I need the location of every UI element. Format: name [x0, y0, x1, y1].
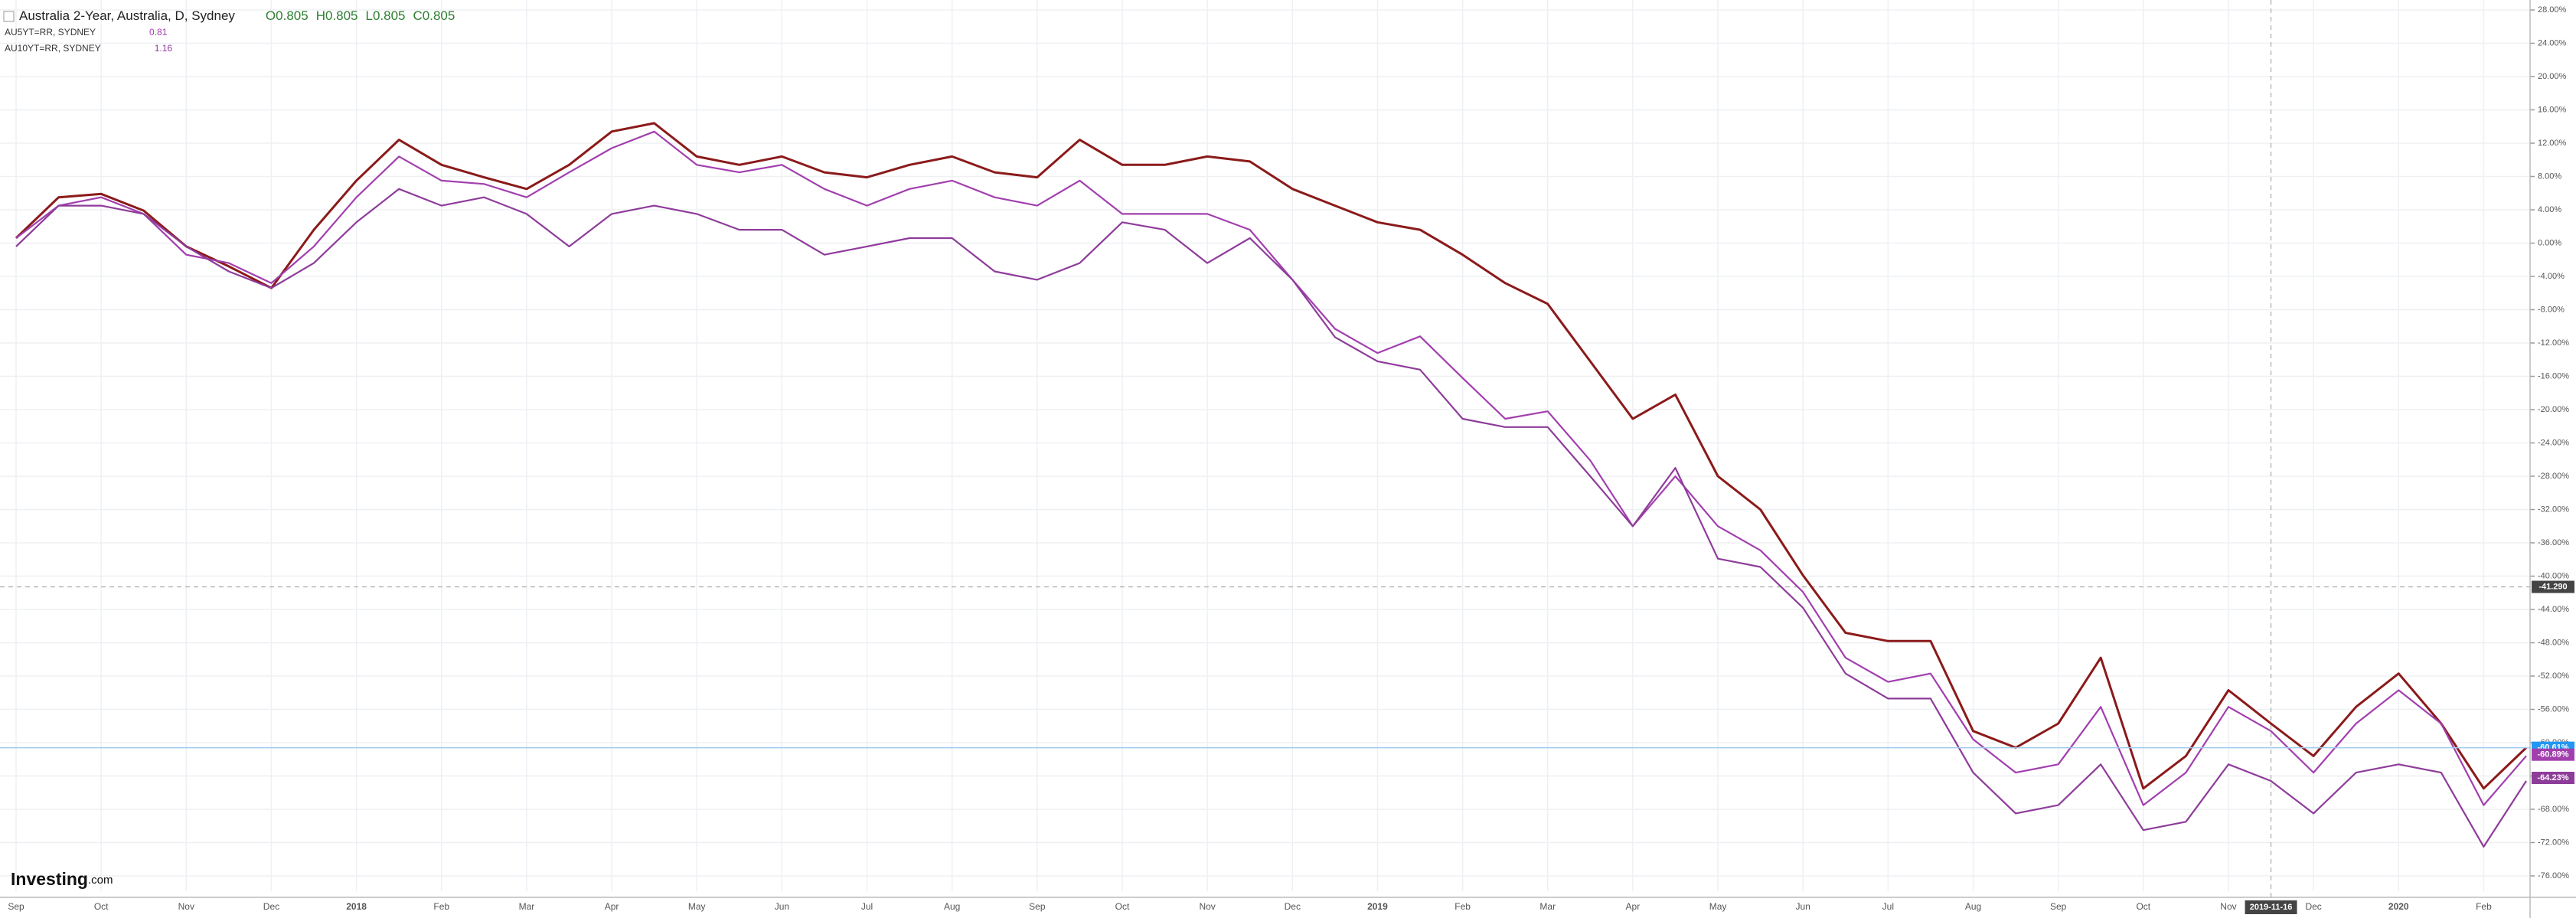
- y-tick-label: -12.00%: [2538, 338, 2569, 348]
- x-tick-label: Oct: [94, 901, 109, 912]
- x-tick-label: Aug: [1965, 901, 1981, 912]
- y-tick-label: -72.00%: [2538, 838, 2569, 847]
- x-tick-label: Dec: [2305, 901, 2321, 912]
- y-tick-label: 16.00%: [2538, 105, 2567, 114]
- x-tick-label: 2018: [346, 901, 367, 912]
- x-tick-label: 2020: [2388, 901, 2409, 912]
- y-tick-label: -52.00%: [2538, 671, 2569, 681]
- ohlc-value: H0.805: [316, 8, 358, 23]
- x-tick-label: Nov: [178, 901, 194, 912]
- crosshair-badge: [2532, 580, 2574, 593]
- y-tick-label: 0.00%: [2538, 238, 2561, 247]
- y-tick-label: -36.00%: [2538, 538, 2569, 547]
- x-tick-label: Nov: [2220, 901, 2236, 912]
- y-tick-label: -44.00%: [2538, 605, 2569, 614]
- y-tick-label: -40.00%: [2538, 571, 2569, 580]
- y-tick-label: 20.00%: [2538, 72, 2567, 81]
- series-line: [15, 188, 2527, 848]
- y-tick-label: 28.00%: [2538, 5, 2567, 15]
- y-tick-label: -20.00%: [2538, 405, 2569, 414]
- brand-name: Investing: [11, 869, 88, 889]
- collapse-icon: [3, 11, 15, 22]
- x-tick-label: Oct: [1115, 901, 1130, 912]
- price-label: -60.89%: [2538, 750, 2569, 760]
- brand-logo: Investing.com: [11, 869, 113, 889]
- x-tick-label: Apr: [1626, 901, 1641, 912]
- y-tick-label: -56.00%: [2538, 704, 2569, 714]
- x-tick-label: Feb: [433, 901, 449, 912]
- y-tick-label: -48.00%: [2538, 638, 2569, 647]
- chart-title: Australia 2-Year, Australia, D, Sydney O0…: [19, 8, 455, 23]
- crosshair-value: -41.290: [2538, 582, 2567, 591]
- legend-name: AU5YT=RR, SYDNEY: [5, 27, 96, 38]
- y-tick-label: 24.00%: [2538, 38, 2567, 47]
- x-tick-label: Jun: [1796, 901, 1810, 912]
- x-tick-label: Sep: [1029, 901, 1046, 912]
- y-tick-label: 4.00%: [2538, 205, 2561, 214]
- legend-name: AU10YT=RR, SYDNEY: [5, 43, 101, 54]
- x-tick-label: May: [688, 901, 706, 912]
- ohlc-value: L0.805: [366, 8, 406, 23]
- x-tick-label: Feb: [2476, 901, 2492, 912]
- y-tick-label: -16.00%: [2538, 371, 2569, 381]
- x-tick-label: Jul: [1882, 901, 1894, 912]
- price-badge: [2532, 772, 2574, 785]
- crosshair-date-badge: [2245, 900, 2297, 914]
- x-tick-label: Oct: [2136, 901, 2150, 912]
- crosshair-date: 2019-11-16: [2250, 903, 2293, 912]
- x-tick-label: Aug: [944, 901, 960, 912]
- y-tick-label: -8.00%: [2538, 305, 2565, 314]
- x-tick-label: Nov: [1199, 901, 1215, 912]
- legend-entry: AU10YT=RR, SYDNEY 1.16: [5, 43, 172, 54]
- x-tick-label: Apr: [605, 901, 619, 912]
- series-line: [15, 122, 2528, 790]
- x-tick-label: Mar: [519, 901, 535, 912]
- price-badge: [2532, 748, 2574, 761]
- x-tick-label: Sep: [2050, 901, 2067, 912]
- x-tick-label: Sep: [8, 901, 24, 912]
- y-tick-label: -24.00%: [2538, 438, 2569, 447]
- price-label: -64.23%: [2538, 773, 2569, 782]
- legend-entry: AU5YT=RR, SYDNEY 0.81: [5, 27, 168, 38]
- legend-value: 1.16: [155, 43, 173, 54]
- x-tick-label: May: [1709, 901, 1727, 912]
- x-tick-label: Dec: [263, 901, 279, 912]
- series-line: [15, 130, 2527, 806]
- y-tick-label: 8.00%: [2538, 172, 2561, 181]
- y-tick-label: -32.00%: [2538, 505, 2569, 514]
- x-tick-label: Feb: [1455, 901, 1471, 912]
- legend-value: 0.81: [149, 27, 168, 38]
- y-tick-label: -28.00%: [2538, 472, 2569, 481]
- x-tick-label: 2019: [1367, 901, 1388, 912]
- x-tick-label: Mar: [1539, 901, 1556, 912]
- y-tick-label: -68.00%: [2538, 805, 2569, 814]
- x-tick-label: Dec: [1285, 901, 1301, 912]
- ohlc-value: C0.805: [413, 8, 455, 23]
- x-tick-label: Jul: [861, 901, 873, 912]
- y-tick-label: -4.00%: [2538, 272, 2565, 281]
- brand-suffix: .com: [88, 874, 113, 887]
- y-tick-label: -76.00%: [2538, 871, 2569, 880]
- title-text: Australia 2-Year, Australia, D, Sydney: [19, 8, 235, 23]
- y-tick-label: 12.00%: [2538, 139, 2567, 148]
- ohlc-value: O0.805: [266, 8, 309, 23]
- x-tick-label: Jun: [775, 901, 789, 912]
